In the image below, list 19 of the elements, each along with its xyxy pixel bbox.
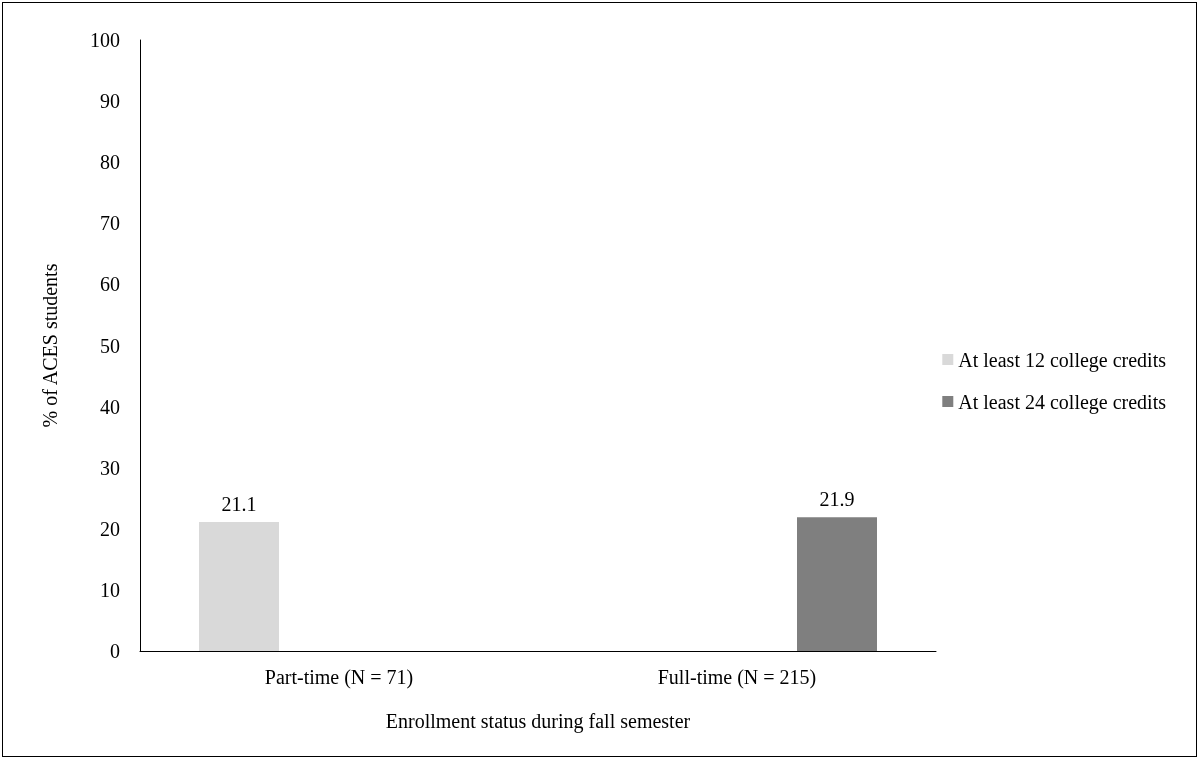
y-tick-label: 20 xyxy=(100,517,120,540)
y-tick-label: 0 xyxy=(110,640,120,662)
y-tick-label: 80 xyxy=(100,151,120,174)
x-tick-label: Part-time (N = 71) xyxy=(264,666,414,689)
y-tick-label: 10 xyxy=(100,578,120,601)
y-tick-label: 50 xyxy=(100,334,120,357)
data-label: 21.1 xyxy=(221,493,257,516)
y-tick-label: 60 xyxy=(100,273,120,296)
x-tick-label: Full-time (N = 215) xyxy=(657,666,817,689)
legend-label: At least 12 college credits xyxy=(958,348,1167,372)
y-tick-label: 70 xyxy=(100,212,120,235)
y-tick-label: 40 xyxy=(100,395,120,418)
y-axis-title: % of ACES students xyxy=(39,263,61,428)
y-tick-label: 30 xyxy=(100,456,120,479)
y-tick-label: 100 xyxy=(90,29,120,51)
legend-label: At least 24 college credits xyxy=(958,390,1167,414)
x-axis-title: Enrollment status during fall semester xyxy=(385,710,691,733)
data-label: 21.9 xyxy=(819,488,855,511)
y-tick-label: 90 xyxy=(100,90,120,113)
